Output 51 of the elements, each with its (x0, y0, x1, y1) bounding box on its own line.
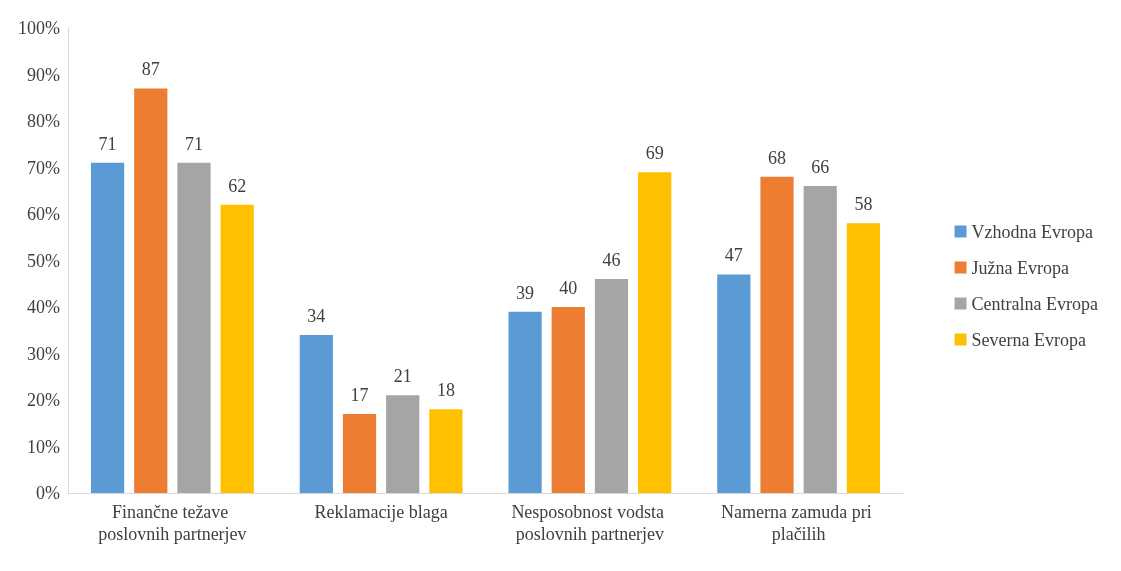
data-label: 58 (854, 194, 873, 215)
bar (803, 186, 837, 493)
data-label: 47 (724, 245, 743, 266)
data-label: 18 (436, 380, 455, 401)
y-tick-label: 50% (27, 250, 60, 271)
bar (90, 162, 125, 493)
y-tick-label: 90% (27, 64, 60, 85)
data-label: 68 (768, 147, 787, 168)
data-label: 34 (307, 305, 326, 326)
data-label: 66 (811, 157, 830, 178)
bar (386, 395, 420, 493)
bar (508, 311, 542, 493)
x-tick-label: Reklamacije blaga (314, 502, 448, 522)
x-tick-label: Finančne težave poslovnih partnerjev (98, 502, 247, 544)
bar (760, 176, 794, 493)
bar (638, 172, 672, 493)
y-tick-label: 80% (27, 111, 60, 131)
x-tick-label: Namerna zamuda pri plačilih (720, 502, 877, 544)
data-label: 71 (184, 133, 203, 154)
y-tick-label: 20% (27, 390, 60, 410)
y-tick-label: 70% (27, 157, 60, 178)
data-label: 40 (559, 278, 578, 298)
y-tick-label: 40% (27, 297, 60, 317)
y-tick-label: 0% (36, 483, 60, 503)
y-tick-label: 60% (27, 204, 60, 224)
legend-label: Centralna Evropa (971, 293, 1099, 314)
bar (429, 409, 463, 493)
data-label: 69 (645, 143, 664, 164)
data-label: 62 (228, 175, 247, 196)
bar (551, 307, 585, 493)
y-tick-label: 100% (18, 18, 60, 38)
legend-label: Severna Evropa (971, 329, 1087, 350)
bar (342, 413, 377, 493)
data-label: 21 (393, 366, 412, 387)
bar (717, 274, 751, 493)
data-label: 87 (141, 59, 160, 80)
data-label: 71 (98, 133, 117, 154)
bar (177, 162, 211, 493)
data-label: 46 (602, 250, 621, 271)
y-tick-label: 30% (27, 343, 60, 364)
bar (220, 204, 254, 493)
bar (594, 279, 629, 493)
data-label: 17 (350, 384, 369, 405)
data-label: 39 (516, 282, 535, 303)
x-tick-label: Nesposobnost vodsta poslovnih partnerjev (511, 502, 669, 544)
bar (299, 334, 333, 493)
bar (846, 223, 881, 493)
legend-label: Južna Evropa (971, 257, 1070, 278)
bar (134, 88, 168, 493)
legend-label: Vzhodna Evropa (971, 221, 1094, 242)
y-tick-label: 10% (27, 436, 60, 457)
